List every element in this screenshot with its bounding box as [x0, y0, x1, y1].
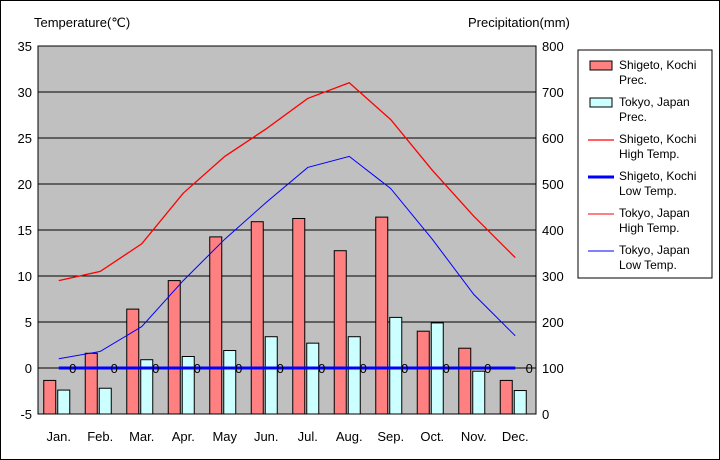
- left-tick-label: 15: [18, 223, 32, 238]
- legend-label: Shigeto, Kochi: [619, 58, 696, 72]
- legend-label: High Temp.: [619, 221, 679, 235]
- precipitation-bars: [43, 216, 527, 415]
- gridlines: [38, 91, 536, 369]
- legend-swatch: [589, 97, 613, 108]
- point-label: 0: [526, 361, 533, 376]
- precip-bar: [43, 379, 57, 415]
- precip-bar: [223, 350, 237, 415]
- precip-bar: [458, 347, 472, 415]
- legend-label: High Temp.: [619, 147, 679, 161]
- point-label: 0: [194, 361, 201, 376]
- temperature-lines: [58, 82, 516, 370]
- legend-label: Prec.: [619, 73, 647, 87]
- x-tick-label: Mar.: [129, 429, 154, 444]
- legend-label: Tokyo, Japan: [619, 95, 690, 109]
- precip-bar: [513, 390, 527, 415]
- point-label: 0: [235, 361, 242, 376]
- point-label: 0: [318, 361, 325, 376]
- point-label: 0: [69, 361, 76, 376]
- x-tick-label: Sep.: [377, 429, 404, 444]
- legend-label: Tokyo, Japan: [619, 206, 690, 220]
- left-tick-label: 35: [18, 39, 32, 54]
- precip-bar: [181, 356, 195, 415]
- point-label: 0: [360, 361, 367, 376]
- left-tick-label: 0: [25, 361, 32, 376]
- x-tick-label: Feb.: [87, 429, 113, 444]
- precip-bar: [84, 352, 98, 415]
- legend-label: Shigeto, Kochi: [619, 132, 696, 146]
- precip-bar: [98, 387, 112, 415]
- x-tick-label: Jan.: [46, 429, 71, 444]
- right-tick-label: 600: [542, 131, 564, 146]
- x-tick-label: Nov.: [461, 429, 487, 444]
- precip-bar: [126, 308, 140, 415]
- legend-label: Low Temp.: [619, 258, 677, 272]
- legend-label: Tokyo, Japan: [619, 243, 690, 257]
- right-tick-label: 300: [542, 269, 564, 284]
- precip-bar: [347, 336, 361, 415]
- x-tick-label: Oct.: [420, 429, 444, 444]
- x-tick-label: Apr.: [172, 429, 195, 444]
- x-tick-label: Aug.: [336, 429, 363, 444]
- precip-bar: [140, 359, 154, 415]
- legend-label: Prec.: [619, 110, 647, 124]
- left-tick-label: 10: [18, 269, 32, 284]
- precip-bar: [472, 370, 486, 415]
- right-axis-title: Precipitation(mm): [468, 15, 570, 30]
- left-tick-label: 30: [18, 85, 32, 100]
- left-tick-label: -5: [20, 407, 32, 422]
- point-labels: 0 0 0 0 0 0 0 0 0 0 0 0: [69, 361, 533, 376]
- precip-bar: [209, 236, 223, 415]
- precip-bar: [375, 216, 389, 415]
- precip-bar: [416, 330, 430, 415]
- point-label: 0: [111, 361, 118, 376]
- right-tick-label: 800: [542, 39, 564, 54]
- precip-bar: [306, 342, 320, 415]
- left-tick-label: 20: [18, 177, 32, 192]
- left-tick-label: 5: [25, 315, 32, 330]
- left-axis-ticks: -5 0 5 10 15 20 25 30 35: [18, 39, 32, 422]
- precip-bar: [499, 379, 513, 415]
- precip-bar: [57, 389, 71, 415]
- right-axis-ticks: 0 100 200 300 400 500 600 700 800: [542, 39, 564, 422]
- point-label: 0: [484, 361, 491, 376]
- legend-swatch: [589, 60, 613, 71]
- x-tick-label: Jun.: [254, 429, 279, 444]
- temp-line: [58, 82, 516, 282]
- legend-label: Low Temp.: [619, 184, 677, 198]
- point-label: 0: [152, 361, 159, 376]
- legend-label: Shigeto, Kochi: [619, 169, 696, 183]
- right-tick-label: 200: [542, 315, 564, 330]
- right-tick-label: 0: [542, 407, 549, 422]
- right-tick-label: 500: [542, 177, 564, 192]
- precip-bar: [333, 250, 347, 415]
- precip-bar: [167, 280, 181, 415]
- precip-bar: [292, 218, 306, 415]
- legend-box: [577, 49, 713, 279]
- precip-bar: [389, 316, 403, 415]
- point-label: 0: [277, 361, 284, 376]
- precip-bar: [250, 221, 264, 415]
- temp-line: [58, 155, 516, 360]
- x-tick-label: Jul.: [298, 429, 318, 444]
- x-tick-label: Dec.: [502, 429, 529, 444]
- right-tick-label: 400: [542, 223, 564, 238]
- x-tick-label: May: [212, 429, 237, 444]
- left-tick-label: 25: [18, 131, 32, 146]
- point-label: 0: [443, 361, 450, 376]
- left-axis-title: Temperature(℃): [34, 15, 130, 30]
- point-label: 0: [401, 361, 408, 376]
- precip-bar: [264, 336, 278, 415]
- right-tick-label: 700: [542, 85, 564, 100]
- x-axis-ticks: Jan. Feb. Mar. Apr. May Jun. Jul. Aug. Sep. Oct. N…: [46, 429, 528, 444]
- right-tick-label: 100: [542, 361, 564, 376]
